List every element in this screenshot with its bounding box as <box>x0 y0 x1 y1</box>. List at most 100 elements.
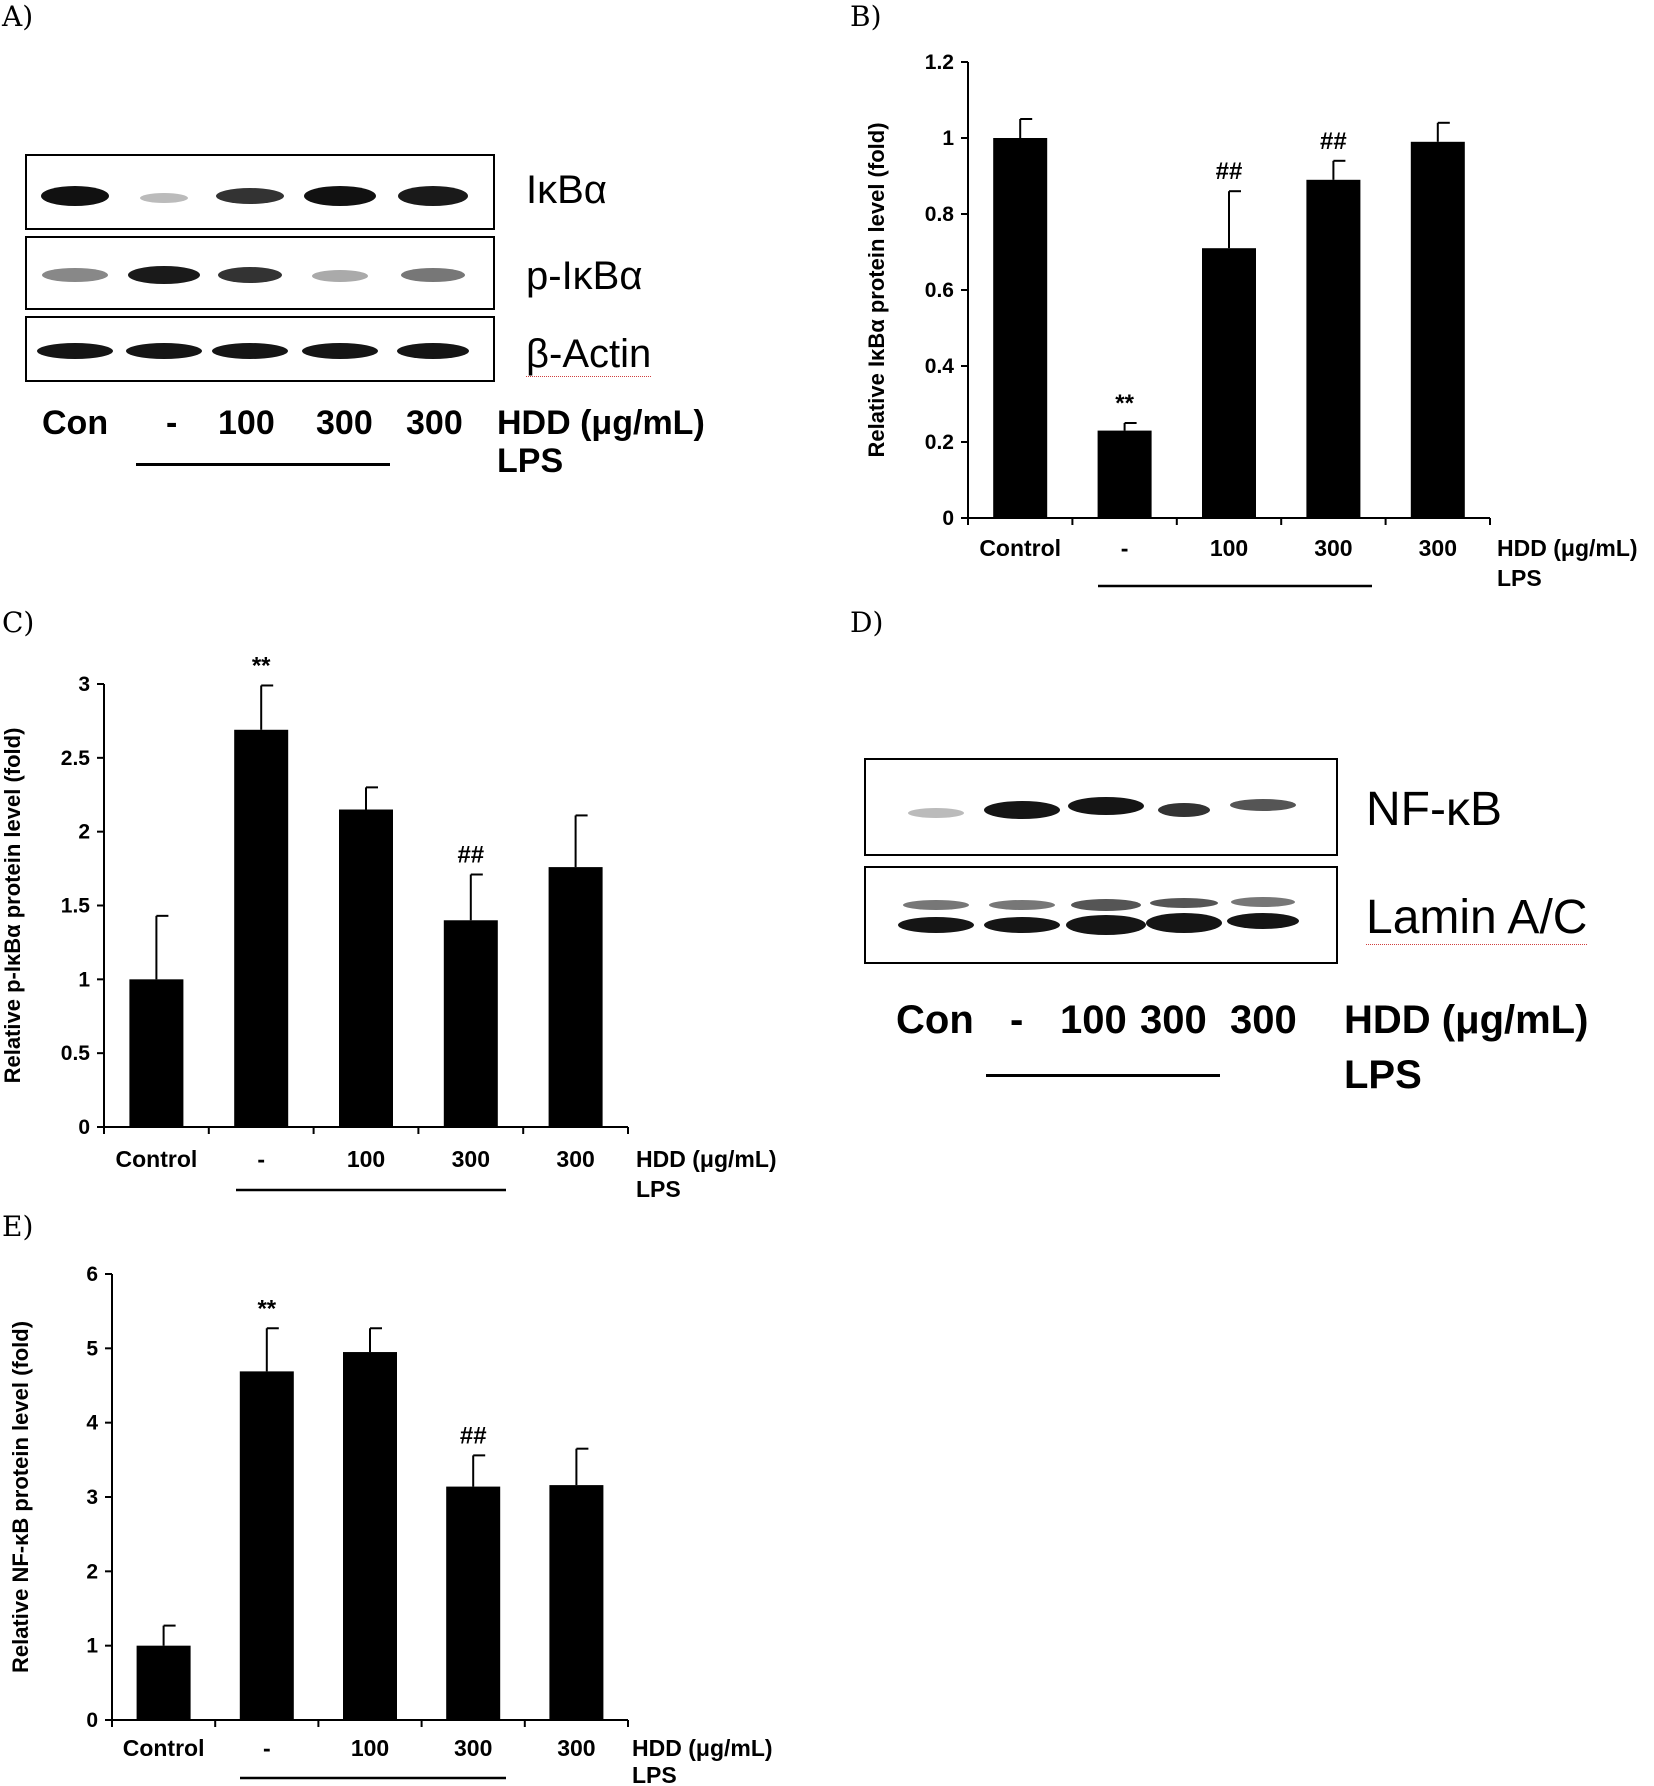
blot-beta-actin-bands <box>37 343 469 359</box>
chart-b-y-tick-label: 1 <box>942 127 954 150</box>
blot-nfkb <box>864 758 1338 856</box>
lane-label-100: 100 <box>218 404 275 442</box>
chart-e-y-tick-label: 2 <box>86 1560 98 1583</box>
lps-bracket-line <box>136 463 390 466</box>
d-lane-label-100: 100 <box>1060 998 1127 1042</box>
chart-c-category-label: - <box>257 1146 265 1172</box>
chart-e-y-tick-label: 1 <box>86 1635 98 1658</box>
band <box>1068 797 1144 815</box>
d-lane-label-lps: - <box>1010 998 1024 1042</box>
chart-c-stimulus-label: LPS <box>636 1176 681 1202</box>
band <box>1231 897 1295 907</box>
chart-b-y-axis-label: Relative IκBα protein level (fold) <box>864 122 889 457</box>
band <box>989 900 1055 910</box>
blot-p-ikba-bands <box>42 266 465 284</box>
chart-e-stimulus-label: LPS <box>632 1762 677 1786</box>
band <box>898 917 974 933</box>
blot-beta-actin <box>25 316 495 382</box>
chart-b-bar <box>1202 248 1256 518</box>
chart-b-y-tick-label: 0 <box>942 507 954 530</box>
panel-a-label: A) <box>2 0 34 33</box>
band <box>212 343 288 359</box>
chart-c-y-tick-label: 2.5 <box>61 747 91 770</box>
lane-label-300b: 300 <box>406 404 463 442</box>
chart-c-category-label: 300 <box>452 1146 490 1172</box>
protein-label-beta-actin: β-Actin <box>526 332 652 377</box>
treatment-label: HDD (μg/mL) <box>497 404 705 442</box>
chart-c-bar <box>234 729 289 1127</box>
chart-b-bar <box>1097 430 1152 518</box>
chart-e-significance-label: ** <box>257 1295 276 1322</box>
protein-label-p-ikba: p-IκBα <box>526 254 643 298</box>
band <box>218 267 282 283</box>
chart-c-significance-label: ## <box>457 841 484 868</box>
chart-e-bar <box>446 1486 501 1720</box>
blot-ikba <box>25 154 495 230</box>
chart-b-bar <box>1410 141 1465 519</box>
chart-e-category-label: 100 <box>351 1735 389 1761</box>
protein-label-lamin: Lamin A/C <box>1366 890 1588 945</box>
chart-c-bar <box>339 809 393 1127</box>
lamin-text: Lamin A/C <box>1366 891 1588 945</box>
band <box>1150 898 1218 908</box>
band <box>903 900 969 910</box>
lane-label-lps: - <box>166 404 178 442</box>
chart-e-category-label: Control <box>123 1735 205 1761</box>
band <box>908 808 964 818</box>
chart-b-bar <box>993 138 1048 518</box>
band <box>398 186 468 206</box>
chart-c-y-tick-label: 0.5 <box>61 1042 91 1065</box>
band <box>1071 899 1141 911</box>
panel-e-label: E) <box>2 1210 34 1243</box>
chart-c-bar <box>548 867 603 1127</box>
band <box>140 193 188 203</box>
chart-b-significance-label: ## <box>1216 158 1243 185</box>
d-lane-label-300: 300 <box>1140 998 1207 1042</box>
chart-b-category-label: - <box>1121 535 1129 561</box>
chart-c-y-axis-label: Relative p-IκBα protein level (fold) <box>0 728 25 1084</box>
chart-e-y-tick-label: 6 <box>86 1263 98 1286</box>
band <box>302 343 378 359</box>
d-lane-label-con: Con <box>896 998 974 1042</box>
chart-b-stimulus-label: LPS <box>1497 565 1542 591</box>
band <box>216 188 284 204</box>
chart-b-category-label: Control <box>979 535 1061 561</box>
band <box>1146 913 1222 933</box>
band <box>126 343 202 359</box>
chart-c-category-label: 100 <box>347 1146 385 1172</box>
d-lane-label-300b: 300 <box>1230 998 1297 1042</box>
chart-b-category-label: 300 <box>1419 535 1457 561</box>
band <box>312 270 368 282</box>
chart-c-bar <box>129 979 184 1127</box>
chart-e-category-label: 300 <box>454 1735 492 1761</box>
d-lps-bracket-line <box>986 1074 1220 1077</box>
chart-c-treatment-label: HDD (μg/mL) <box>636 1146 777 1172</box>
chart-e-y-tick-label: 0 <box>86 1709 98 1732</box>
chart-b-significance-label: ## <box>1320 128 1347 155</box>
chart-e-bar <box>136 1645 191 1720</box>
blot-ikba-bands <box>41 186 468 206</box>
chart-c-significance-label: ** <box>252 652 271 679</box>
chart-c-y-tick-label: 3 <box>78 673 90 696</box>
blot-p-ikba <box>25 236 495 310</box>
band <box>984 801 1060 819</box>
chart-c-bar <box>443 920 498 1127</box>
chart-b-category-label: 300 <box>1314 535 1352 561</box>
chart-b-y-tick-label: 1.2 <box>925 51 954 74</box>
band <box>401 268 465 282</box>
chart-c-y-tick-label: 2 <box>78 821 90 844</box>
band <box>1230 799 1296 811</box>
chart-c-category-label: Control <box>116 1146 198 1172</box>
panel-d-label: D) <box>850 606 884 639</box>
band <box>41 186 109 206</box>
chart-e-y-axis-label: Relative NF-κB protein level (fold) <box>8 1321 33 1673</box>
chart-c-y-tick-label: 0 <box>78 1116 90 1139</box>
chart-e-bar <box>343 1352 397 1720</box>
chart-b-y-tick-label: 0.4 <box>925 355 955 378</box>
band <box>304 186 376 206</box>
beta-actin-text: β-Actin <box>526 332 652 377</box>
lane-label-300: 300 <box>316 404 373 442</box>
chart-b-bar <box>1306 179 1361 519</box>
blot-lamin-bands <box>898 897 1299 935</box>
lane-label-con: Con <box>42 404 109 442</box>
